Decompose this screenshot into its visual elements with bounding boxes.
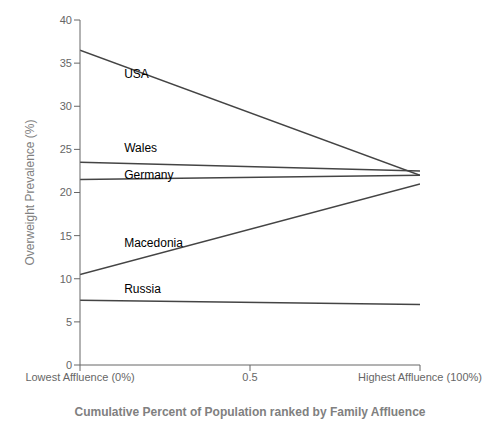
svg-text:5: 5 <box>66 316 72 328</box>
svg-text:USA: USA <box>124 67 149 81</box>
svg-text:Lowest Affluence (0%): Lowest Affluence (0%) <box>25 371 134 383</box>
svg-text:Macedonia: Macedonia <box>124 236 183 250</box>
svg-text:Wales: Wales <box>124 141 157 155</box>
svg-text:0.5: 0.5 <box>242 371 257 383</box>
svg-text:40: 40 <box>60 14 72 26</box>
svg-text:Germany: Germany <box>124 168 173 182</box>
svg-text:Highest Affluence (100%): Highest Affluence (100%) <box>358 371 482 383</box>
svg-text:25: 25 <box>60 143 72 155</box>
svg-text:35: 35 <box>60 57 72 69</box>
svg-text:Overweight Prevalence (%): Overweight Prevalence (%) <box>23 119 37 265</box>
svg-text:Russia: Russia <box>124 282 161 296</box>
svg-text:20: 20 <box>60 186 72 198</box>
svg-text:0: 0 <box>66 359 72 371</box>
svg-text:15: 15 <box>60 230 72 242</box>
svg-text:Cumulative Percent of Populati: Cumulative Percent of Population ranked … <box>75 405 426 419</box>
svg-text:30: 30 <box>60 100 72 112</box>
svg-text:10: 10 <box>60 273 72 285</box>
